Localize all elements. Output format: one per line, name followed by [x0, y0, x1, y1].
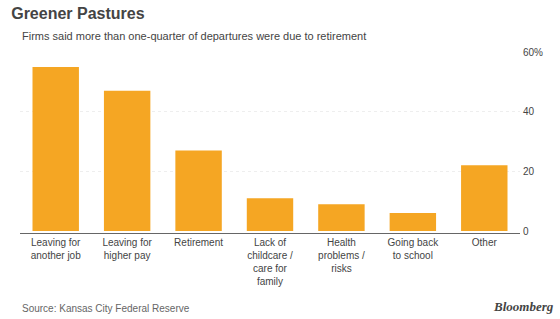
svg-text:Leaving foranother job: Leaving foranother job — [31, 237, 81, 261]
svg-text:40: 40 — [523, 106, 535, 117]
svg-text:0: 0 — [523, 226, 529, 237]
svg-text:Firms said more than one-quart: Firms said more than one-quarter of depa… — [22, 30, 366, 42]
svg-text:Bloomberg: Bloomberg — [493, 299, 554, 314]
svg-text:Other: Other — [472, 237, 498, 248]
svg-text:Leaving forhigher pay: Leaving forhigher pay — [102, 237, 152, 261]
svg-text:Lack ofchildcare /care forfami: Lack ofchildcare /care forfamily — [247, 237, 293, 287]
svg-text:20: 20 — [523, 166, 535, 177]
svg-text:Healthproblems /risks: Healthproblems /risks — [318, 237, 365, 274]
svg-text:60%: 60% — [523, 47, 543, 58]
svg-text:Going backto school: Going backto school — [388, 237, 440, 261]
svg-text:Source: Kansas City Federal Re: Source: Kansas City Federal Reserve — [22, 303, 190, 314]
svg-text:Retirement: Retirement — [174, 237, 223, 248]
svg-text:Greener Pastures: Greener Pastures — [11, 5, 145, 22]
